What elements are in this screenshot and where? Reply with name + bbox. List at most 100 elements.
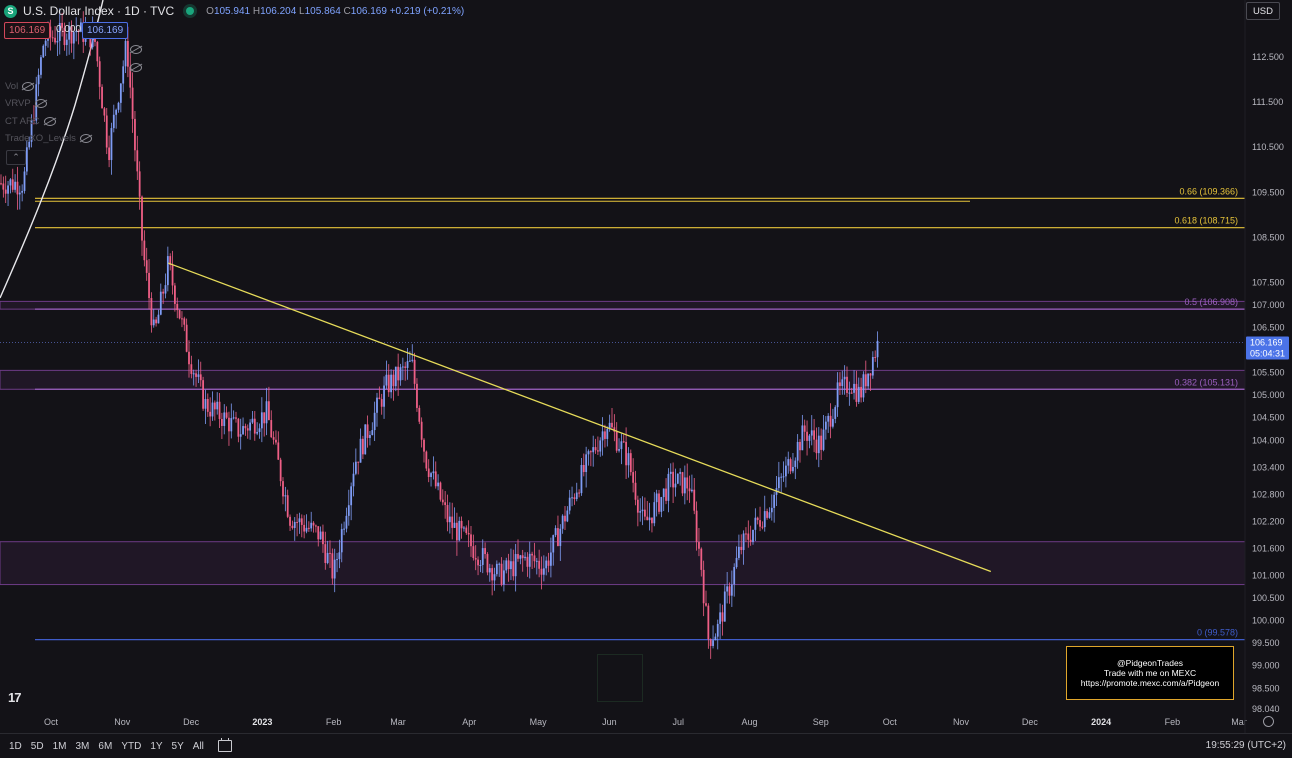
y-tick-label-15: 101.600 <box>1252 543 1285 553</box>
eye-hidden-icon[interactable] <box>34 99 47 108</box>
x-tick-label-14: Dec <box>1022 717 1039 727</box>
candle-body-195 <box>458 520 461 541</box>
candle-body-282 <box>662 488 665 498</box>
indicator-ct-arc[interactable]: CT ARC <box>5 116 56 127</box>
candle-body-243 <box>571 497 573 499</box>
promo-handle: @PidgeonTrades <box>1117 658 1183 668</box>
candle-body-252 <box>592 447 595 453</box>
y-tick-label-1: 111.500 <box>1252 97 1283 107</box>
candle-body-177 <box>416 383 418 408</box>
timeframe-3m[interactable]: 3M <box>75 740 90 752</box>
eye-hidden-icon[interactable] <box>79 134 92 143</box>
currency-select[interactable]: USD <box>1245 2 1280 20</box>
candle-body-362 <box>850 392 853 394</box>
candle-body-34 <box>80 22 82 32</box>
timeframe-1d[interactable]: 1D <box>9 740 22 752</box>
candle-body-171 <box>401 366 404 368</box>
bid-price-box[interactable]: 106.169 <box>4 22 51 39</box>
candle-body-285 <box>669 471 672 474</box>
candle-body-261 <box>613 427 616 432</box>
candle-body-204 <box>479 564 482 566</box>
eye-hidden-icon[interactable] <box>22 82 35 91</box>
countdown-label: 05:04:31 <box>1250 348 1285 358</box>
indicator-tradexo-levels[interactable]: TradeXO_Levels <box>5 133 92 144</box>
symbol-title[interactable]: U.S. Dollar Index · 1D · TVC <box>23 4 175 18</box>
ask-price-box[interactable]: 106.169 <box>82 22 129 39</box>
zone-2 <box>0 541 1246 586</box>
candle-body-149 <box>350 486 353 506</box>
collapse-legend-button[interactable]: ⌃ <box>6 150 26 165</box>
x-tick-label-2: Dec <box>183 717 200 727</box>
candle-body-18 <box>42 45 45 58</box>
candle-body-370 <box>869 373 872 376</box>
candle-body-181 <box>425 451 428 469</box>
candle-body-353 <box>829 415 832 427</box>
candle-body-79 <box>185 324 188 352</box>
candle-body-78 <box>183 318 186 325</box>
timeframe-5y[interactable]: 5Y <box>171 740 184 752</box>
indicator-vrvp[interactable]: VRVP <box>5 98 47 109</box>
candle-body-254 <box>597 450 599 452</box>
eye-hidden-icon[interactable] <box>130 63 142 72</box>
candle-body-367 <box>862 374 865 398</box>
y-tick-label-17: 100.500 <box>1252 593 1285 603</box>
settings-icon[interactable] <box>1263 716 1274 727</box>
eye-hidden-icon[interactable] <box>43 117 56 126</box>
candle-body-117 <box>275 439 277 443</box>
candle-body-151 <box>354 461 357 474</box>
candle-body-247 <box>580 464 583 494</box>
timeframe-1m[interactable]: 1M <box>52 740 67 752</box>
candle-body-134 <box>315 525 317 527</box>
timeframe-ytd[interactable]: YTD <box>121 740 142 752</box>
candle-body-180 <box>423 439 425 452</box>
candle-body-123 <box>289 516 291 526</box>
candle-body-85 <box>199 374 202 381</box>
timeframe-6m[interactable]: 6M <box>98 740 113 752</box>
candle-body-102 <box>239 434 242 437</box>
candle-body-146 <box>343 528 345 530</box>
candle-body-56 <box>131 87 134 119</box>
candle-body-64 <box>150 298 153 326</box>
candle-body-106 <box>249 422 251 431</box>
timeframe-1y[interactable]: 1Y <box>150 740 163 752</box>
candle-body-202 <box>474 558 477 560</box>
candle-body-87 <box>204 399 207 409</box>
candle-body-258 <box>606 428 609 439</box>
candle-body-104 <box>244 426 247 429</box>
y-tick-label-11: 104.000 <box>1252 435 1285 445</box>
candle-body-45 <box>105 115 108 148</box>
candle-body-217 <box>510 561 512 570</box>
candle-body-63 <box>148 272 150 299</box>
price-axis-panel <box>1245 0 1292 734</box>
candle-body-82 <box>192 373 195 375</box>
timeframe-5d[interactable]: 5D <box>30 740 44 752</box>
candle-body-363 <box>853 383 855 393</box>
calendar-icon[interactable] <box>217 738 232 752</box>
candle-body-257 <box>604 431 606 439</box>
candle-body-196 <box>460 520 463 529</box>
timeframe-all[interactable]: All <box>192 740 204 752</box>
candle-body-89 <box>209 411 212 417</box>
bottom-toolbar: 1D 5D 1M 3M 6M YTD 1Y 5Y All 19:55:29 (U… <box>0 734 1292 758</box>
x-tick-label-15: 2024 <box>1091 717 1111 727</box>
indicator-vol[interactable]: Vol <box>5 81 35 92</box>
candle-body-200 <box>470 534 472 547</box>
clock-readout[interactable]: 19:55:29 (UTC+2) <box>1205 740 1286 751</box>
candle-body-275 <box>646 516 649 521</box>
candle-body-54 <box>127 40 129 67</box>
y-tick-label-18: 100.000 <box>1252 616 1285 626</box>
candle-body-360 <box>846 376 848 393</box>
candle-body-165 <box>387 374 390 393</box>
eye-hidden-icon[interactable] <box>130 45 142 54</box>
candle-body-342 <box>803 425 806 432</box>
candle-body-99 <box>232 417 235 419</box>
candle-body-84 <box>197 374 200 377</box>
candle-body-23 <box>54 37 56 43</box>
candle-body-138 <box>324 544 327 563</box>
candle-body-185 <box>434 471 437 487</box>
candle-body-111 <box>260 412 263 429</box>
candle-body-97 <box>228 417 230 432</box>
candle-body-269 <box>632 472 635 483</box>
candle-body-233 <box>547 560 550 566</box>
